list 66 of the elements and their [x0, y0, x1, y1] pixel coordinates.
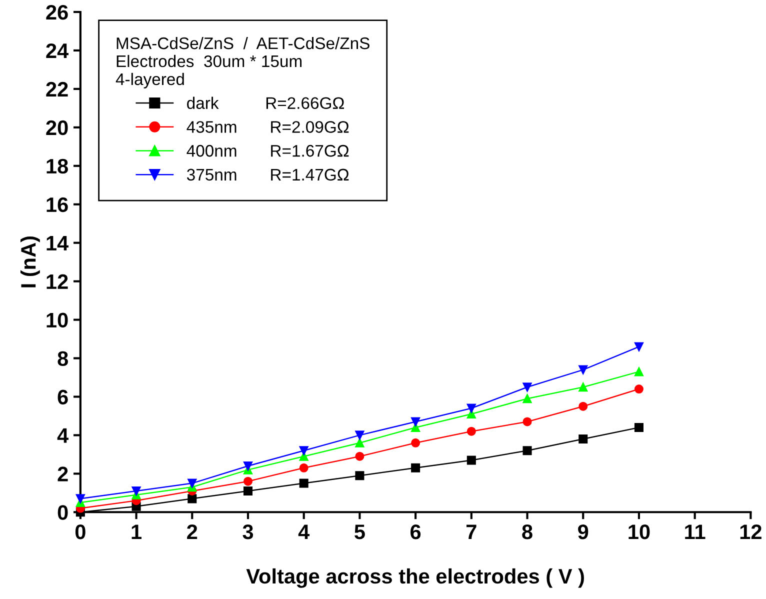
- x-tick-label: 12: [740, 524, 762, 540]
- y-tick-label: 10: [46, 312, 68, 328]
- point: [243, 476, 253, 486]
- point: [299, 463, 308, 472]
- point: [411, 438, 420, 448]
- point: [634, 367, 644, 376]
- x-axis-title: Voltage across the electrodes ( V ): [246, 568, 584, 588]
- legend-label: 400nm R=1.67GΩ: [186, 144, 349, 157]
- point: [411, 417, 420, 426]
- point: [355, 471, 364, 480]
- x-tick-label: 11: [685, 524, 706, 540]
- point: [578, 382, 588, 392]
- point: [634, 384, 644, 394]
- point: [76, 494, 85, 504]
- y-tick-label: 18: [46, 158, 68, 174]
- point: [355, 438, 364, 448]
- y-tick-label: 16: [46, 197, 68, 212]
- point: [466, 456, 476, 465]
- point: [243, 486, 253, 496]
- point: [522, 382, 532, 392]
- point: [634, 342, 644, 352]
- x-tick-label: 9: [578, 524, 588, 540]
- point: [355, 430, 364, 440]
- legend-label: dark R=2.66GΩ: [187, 96, 344, 109]
- x-tick-label: 7: [466, 524, 476, 540]
- point: [522, 446, 532, 456]
- point: [243, 461, 253, 470]
- point: [355, 452, 364, 461]
- point: [132, 486, 141, 496]
- point: [299, 446, 308, 456]
- point: [466, 426, 476, 436]
- y-tick-label: 26: [46, 4, 68, 20]
- y-tick-label: 0: [58, 505, 68, 520]
- point: [188, 494, 197, 504]
- point: [411, 463, 420, 472]
- point: [522, 417, 532, 426]
- point: [578, 434, 588, 444]
- y-tick-label: 20: [46, 120, 68, 136]
- legend-title: MSA-CdSe/ZnS / AET-CdSe/ZnS Electrodes 30um * 15um 4-layered: [116, 36, 370, 88]
- legend-label: 375nm R=1.47GΩ: [186, 168, 349, 181]
- y-tick-label: 22: [46, 82, 68, 96]
- point: [578, 365, 588, 374]
- x-tick-label: 0: [75, 524, 86, 540]
- x-tick-label: 4: [298, 524, 310, 540]
- y-tick-label: 6: [58, 390, 68, 404]
- legend-label: 435nm R=2.09GΩ: [186, 121, 349, 133]
- point: [188, 478, 197, 488]
- x-tick-label: 6: [410, 524, 421, 540]
- y-tick-label: 8: [58, 351, 68, 366]
- point: [522, 394, 532, 404]
- x-tick-label: 8: [522, 524, 532, 540]
- point: [299, 478, 308, 488]
- y-tick-label: 14: [46, 236, 69, 250]
- x-tick-label: 3: [242, 524, 254, 540]
- point: [466, 404, 476, 413]
- y-tick-label: 24: [46, 43, 69, 58]
- x-tick-label: 5: [354, 524, 365, 540]
- point: [634, 422, 644, 432]
- x-tick-label: 10: [628, 524, 650, 540]
- y-tick-label: 4: [57, 428, 69, 443]
- point: [578, 402, 588, 411]
- y-axis-title: I (nA): [20, 236, 40, 288]
- y-tick-label: 12: [46, 274, 68, 289]
- x-tick-label: 2: [187, 524, 198, 540]
- y-tick-label: 2: [58, 466, 68, 482]
- x-tick-label: 1: [132, 524, 142, 540]
